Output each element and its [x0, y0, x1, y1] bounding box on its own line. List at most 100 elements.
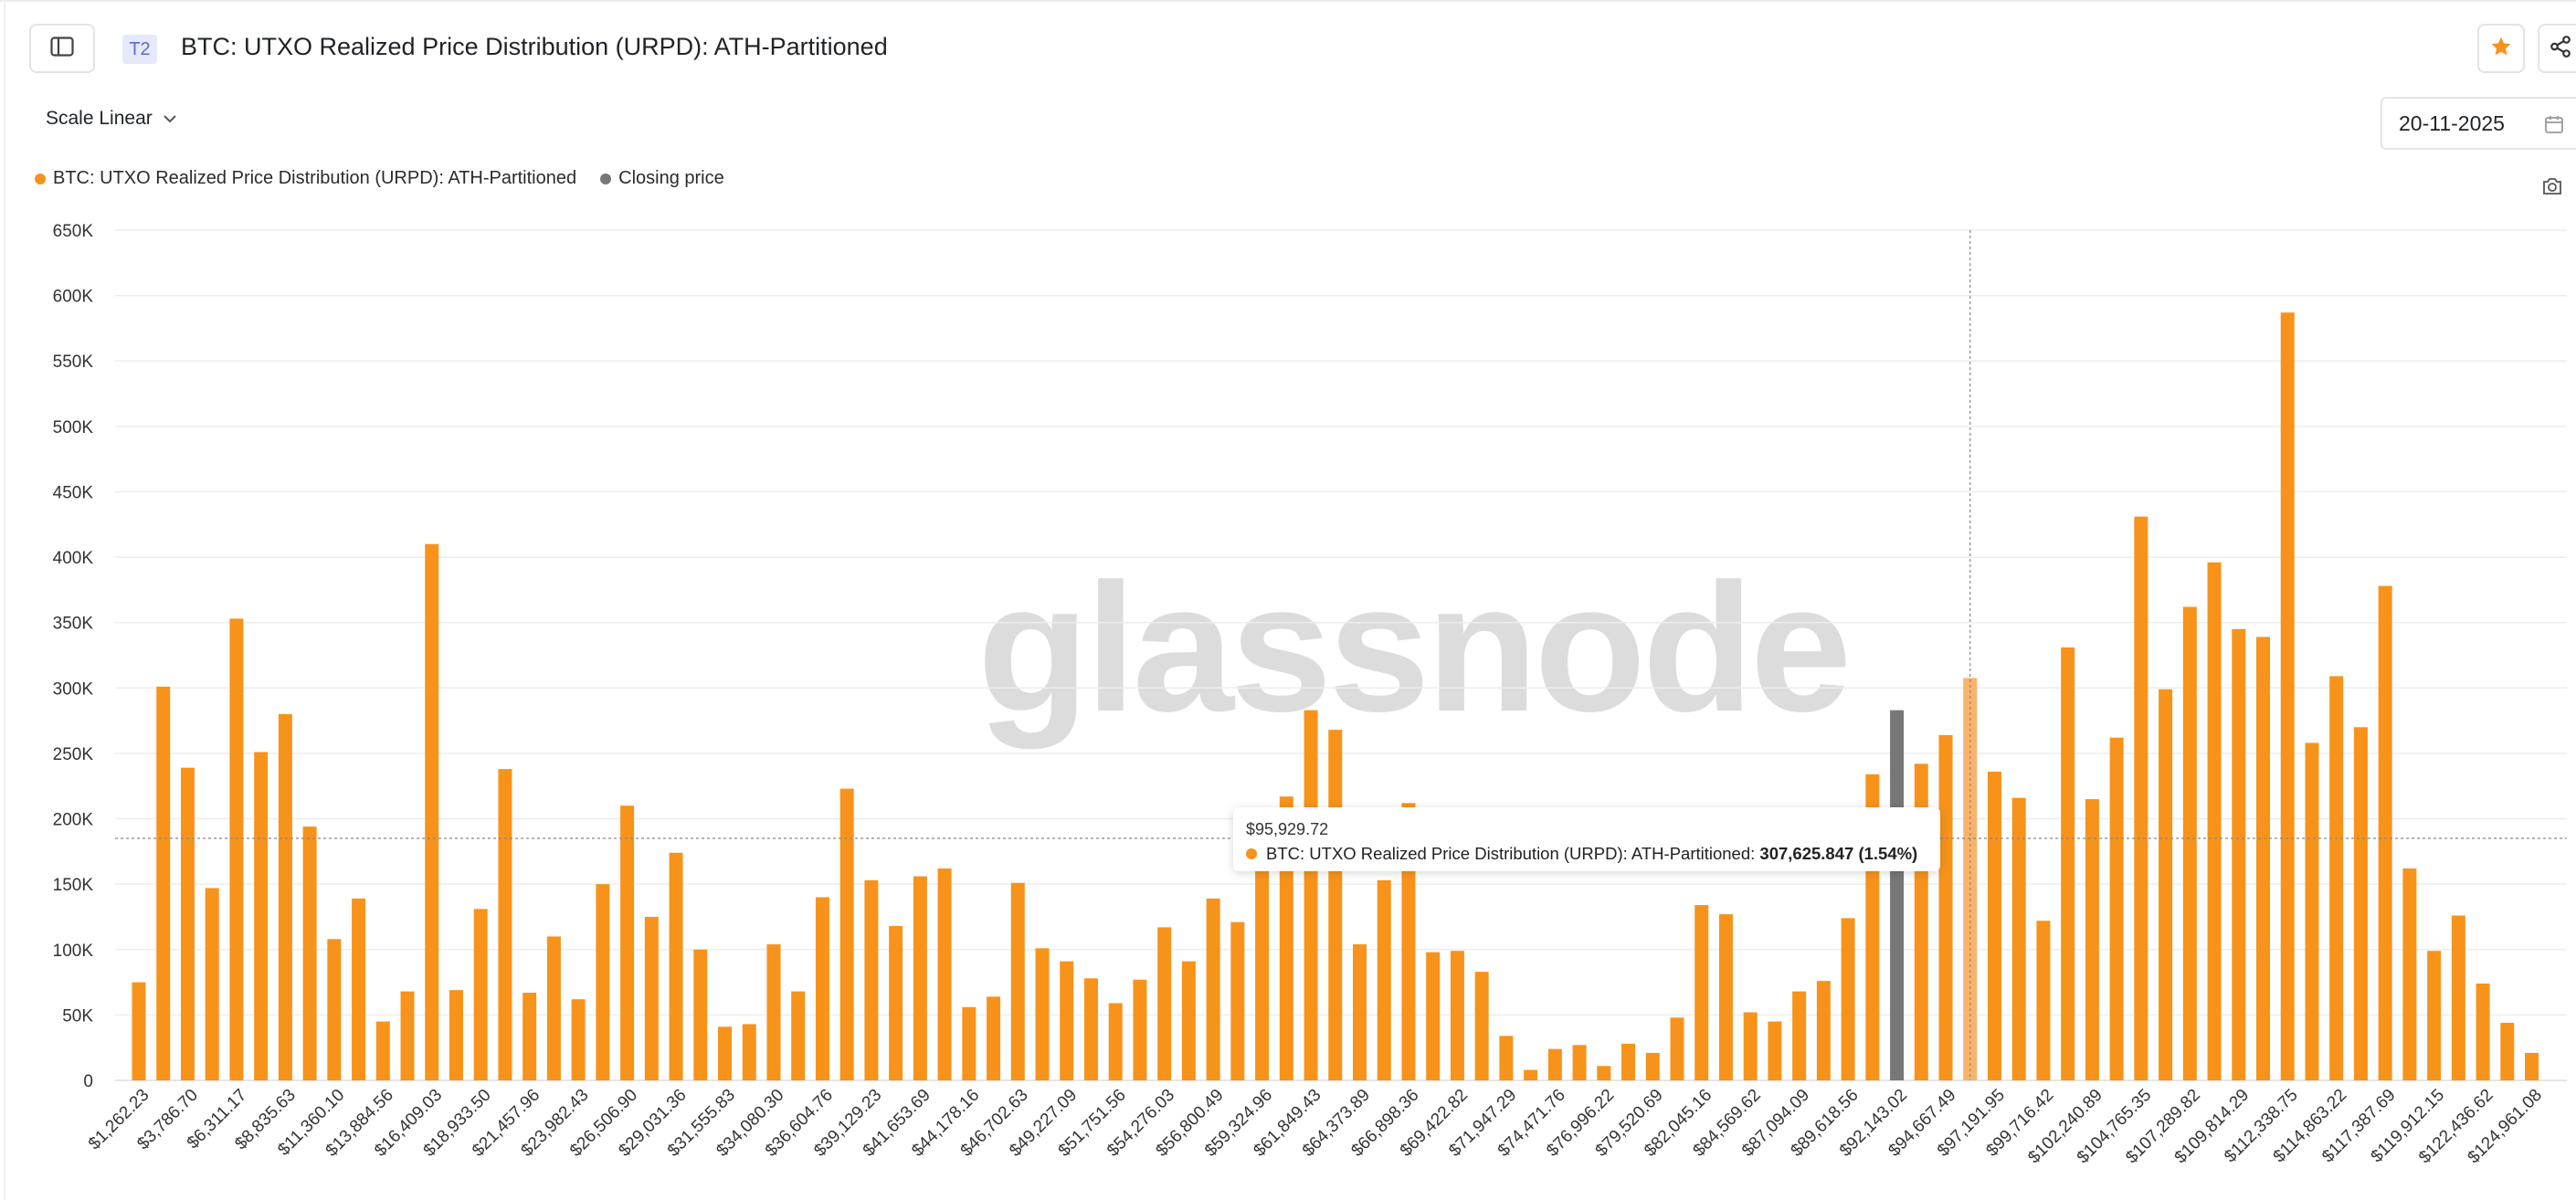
bar[interactable]: [2451, 915, 2465, 1080]
bar[interactable]: [2402, 868, 2417, 1080]
bar[interactable]: [449, 990, 463, 1080]
bar[interactable]: [1572, 1045, 1587, 1080]
bar[interactable]: [962, 1006, 977, 1080]
bar[interactable]: [1938, 734, 1953, 1080]
bar[interactable]: [425, 543, 439, 1080]
bar[interactable]: [546, 936, 561, 1080]
bar[interactable]: [1328, 730, 1343, 1080]
bar[interactable]: [2036, 921, 2051, 1080]
bar[interactable]: [2500, 1022, 2515, 1080]
bar[interactable]: [2280, 312, 2295, 1080]
bar[interactable]: [2232, 628, 2246, 1080]
bar[interactable]: [1304, 710, 1318, 1080]
bar[interactable]: [302, 826, 317, 1080]
bar[interactable]: [1987, 771, 2001, 1080]
bar[interactable]: [180, 767, 195, 1080]
bar[interactable]: [718, 1026, 733, 1080]
bar[interactable]: [913, 876, 927, 1080]
bar[interactable]: [1108, 1003, 1123, 1080]
bar[interactable]: [2159, 689, 2173, 1080]
bar[interactable]: [1768, 1021, 1782, 1080]
bar[interactable]: [2329, 676, 2344, 1080]
bar[interactable]: [644, 916, 659, 1080]
bar[interactable]: [327, 939, 342, 1080]
bar[interactable]: [864, 879, 879, 1080]
bar[interactable]: [523, 993, 537, 1080]
bar[interactable]: [620, 805, 635, 1080]
bar[interactable]: [815, 897, 829, 1080]
bar[interactable]: [254, 752, 269, 1080]
bar[interactable]: [1499, 1036, 1514, 1080]
bar[interactable]: [889, 925, 903, 1080]
bar[interactable]: [1597, 1066, 1611, 1080]
bar[interactable]: [1230, 921, 1245, 1080]
bar[interactable]: [2256, 637, 2271, 1080]
bar[interactable]: [2353, 727, 2368, 1080]
bar[interactable]: [742, 1024, 756, 1080]
legend-item-closing-price[interactable]: Closing price: [600, 168, 724, 189]
bar[interactable]: [839, 788, 854, 1080]
bar[interactable]: [400, 991, 415, 1080]
bar[interactable]: [937, 868, 952, 1080]
bar[interactable]: [1547, 1048, 1562, 1080]
bar[interactable]: [1621, 1043, 1636, 1080]
bar[interactable]: [1401, 803, 1416, 1080]
bar[interactable]: [1474, 972, 1489, 1080]
bar[interactable]: [571, 999, 586, 1080]
bar[interactable]: [1426, 952, 1441, 1080]
bar[interactable]: [1206, 898, 1220, 1080]
bar[interactable]: [1792, 991, 1807, 1080]
closing-price-bar[interactable]: [1890, 710, 1905, 1080]
bar[interactable]: [132, 982, 146, 1080]
bar[interactable]: [791, 991, 806, 1080]
bar[interactable]: [987, 996, 1001, 1080]
bar[interactable]: [229, 618, 244, 1080]
bar[interactable]: [1157, 927, 1172, 1080]
bar[interactable]: [498, 769, 512, 1080]
bar[interactable]: [1181, 961, 1196, 1080]
legend-item-urpd[interactable]: BTC: UTXO Realized Price Distribution (U…: [35, 168, 576, 189]
bar[interactable]: [352, 898, 366, 1080]
bar[interactable]: [1718, 914, 1733, 1080]
bar[interactable]: [1035, 948, 1050, 1080]
scale-select[interactable]: Scale Linear: [46, 108, 178, 130]
bar[interactable]: [1133, 979, 1147, 1080]
bar[interactable]: [766, 944, 781, 1080]
favorite-button[interactable]: [2477, 24, 2525, 73]
bar[interactable]: [278, 713, 292, 1080]
bar[interactable]: [2134, 516, 2148, 1080]
bar[interactable]: [1670, 1017, 1684, 1080]
bar[interactable]: [1255, 864, 1270, 1080]
date-picker[interactable]: 20-11-2025: [2381, 97, 2576, 150]
bar[interactable]: [1743, 1012, 1758, 1080]
bar[interactable]: [693, 949, 708, 1080]
bar[interactable]: [156, 686, 171, 1080]
bar[interactable]: [1450, 951, 1464, 1080]
bar[interactable]: [2427, 951, 2442, 1080]
bar[interactable]: [2305, 742, 2319, 1080]
sidebar-toggle-button[interactable]: [29, 24, 95, 73]
bar[interactable]: [1377, 879, 1391, 1080]
bar[interactable]: [1060, 961, 1074, 1080]
bar[interactable]: [1694, 905, 1709, 1080]
bar[interactable]: [1353, 944, 1367, 1080]
bar[interactable]: [1010, 882, 1025, 1080]
share-button[interactable]: [2538, 24, 2576, 73]
bar[interactable]: [205, 888, 219, 1080]
bar[interactable]: [2378, 585, 2392, 1080]
bar[interactable]: [1816, 981, 1831, 1080]
bar[interactable]: [1524, 1069, 1538, 1080]
bar[interactable]: [2207, 562, 2222, 1080]
bar[interactable]: [596, 884, 610, 1080]
bar[interactable]: [1645, 1052, 1660, 1080]
bar[interactable]: [2061, 647, 2075, 1080]
bar[interactable]: [2525, 1052, 2539, 1080]
bar[interactable]: [2476, 984, 2490, 1080]
bar[interactable]: [1083, 978, 1098, 1080]
camera-icon[interactable]: [2541, 177, 2563, 200]
bar[interactable]: [2011, 797, 2026, 1080]
bar[interactable]: [2085, 799, 2099, 1080]
bar[interactable]: [2182, 606, 2197, 1081]
bar[interactable]: [2109, 737, 2124, 1080]
bar[interactable]: [1841, 918, 1855, 1080]
